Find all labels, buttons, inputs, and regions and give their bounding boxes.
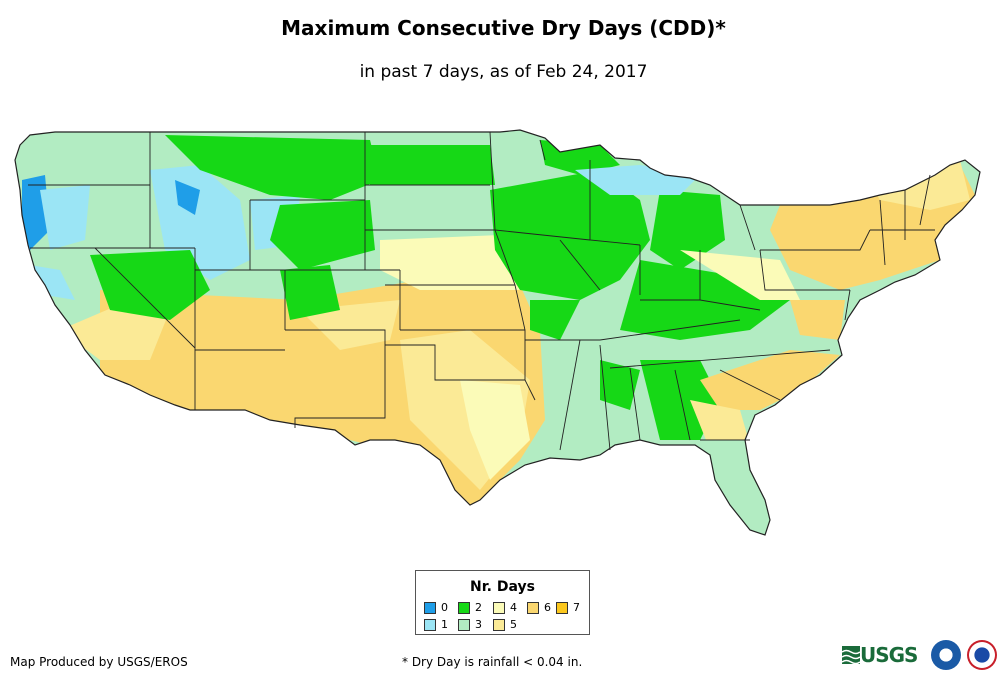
legend-swatch — [458, 601, 470, 614]
legend-label: 6 — [544, 601, 551, 614]
map-title: Maximum Consecutive Dry Days (CDD)* — [281, 16, 726, 40]
legend-item: 3 — [458, 618, 482, 631]
legend-label: 5 — [510, 618, 517, 631]
legend-label: 1 — [441, 618, 448, 631]
legend-swatch — [458, 618, 470, 631]
noaa-seal-icon — [931, 640, 962, 670]
legend-item: 4 — [493, 601, 517, 614]
legend-swatch — [527, 601, 539, 614]
usgs-wave-icon — [842, 646, 860, 664]
legend-label: 4 — [510, 601, 517, 614]
legend-label: 2 — [475, 601, 482, 614]
usgs-wordmark: USGS — [860, 643, 918, 667]
legend-item: 6 — [527, 601, 551, 614]
map-subtitle: in past 7 days, as of Feb 24, 2017 — [359, 62, 648, 82]
legend-label: 7 — [573, 601, 580, 614]
nws-seal-icon — [967, 640, 998, 670]
precip-raster — [15, 130, 980, 535]
map-credit: Map Produced by USGS/EROS — [10, 655, 188, 669]
legend-label: 0 — [441, 601, 448, 614]
dry-day-footnote: * Dry Day is rainfall < 0.04 in. — [402, 655, 583, 669]
usgs-logo: USGS — [842, 643, 918, 667]
legend-item: 0 — [424, 601, 448, 614]
legend-title: Nr. Days — [470, 579, 535, 595]
legend-swatch — [493, 618, 505, 631]
legend-label: 3 — [475, 618, 482, 631]
legend-swatch — [424, 601, 436, 614]
state-boundaries — [14, 129, 981, 536]
legend-item: 1 — [424, 618, 448, 631]
legend-item: 2 — [458, 601, 482, 614]
legend-swatch — [556, 601, 568, 614]
legend: Nr. Days 0 1 2 3 4 5 6 7 — [415, 570, 590, 635]
legend-swatch — [424, 618, 436, 631]
agency-logos: USGS — [842, 640, 998, 670]
legend-swatch — [493, 601, 505, 614]
legend-item: 5 — [493, 618, 517, 631]
legend-item: 7 — [556, 601, 580, 614]
